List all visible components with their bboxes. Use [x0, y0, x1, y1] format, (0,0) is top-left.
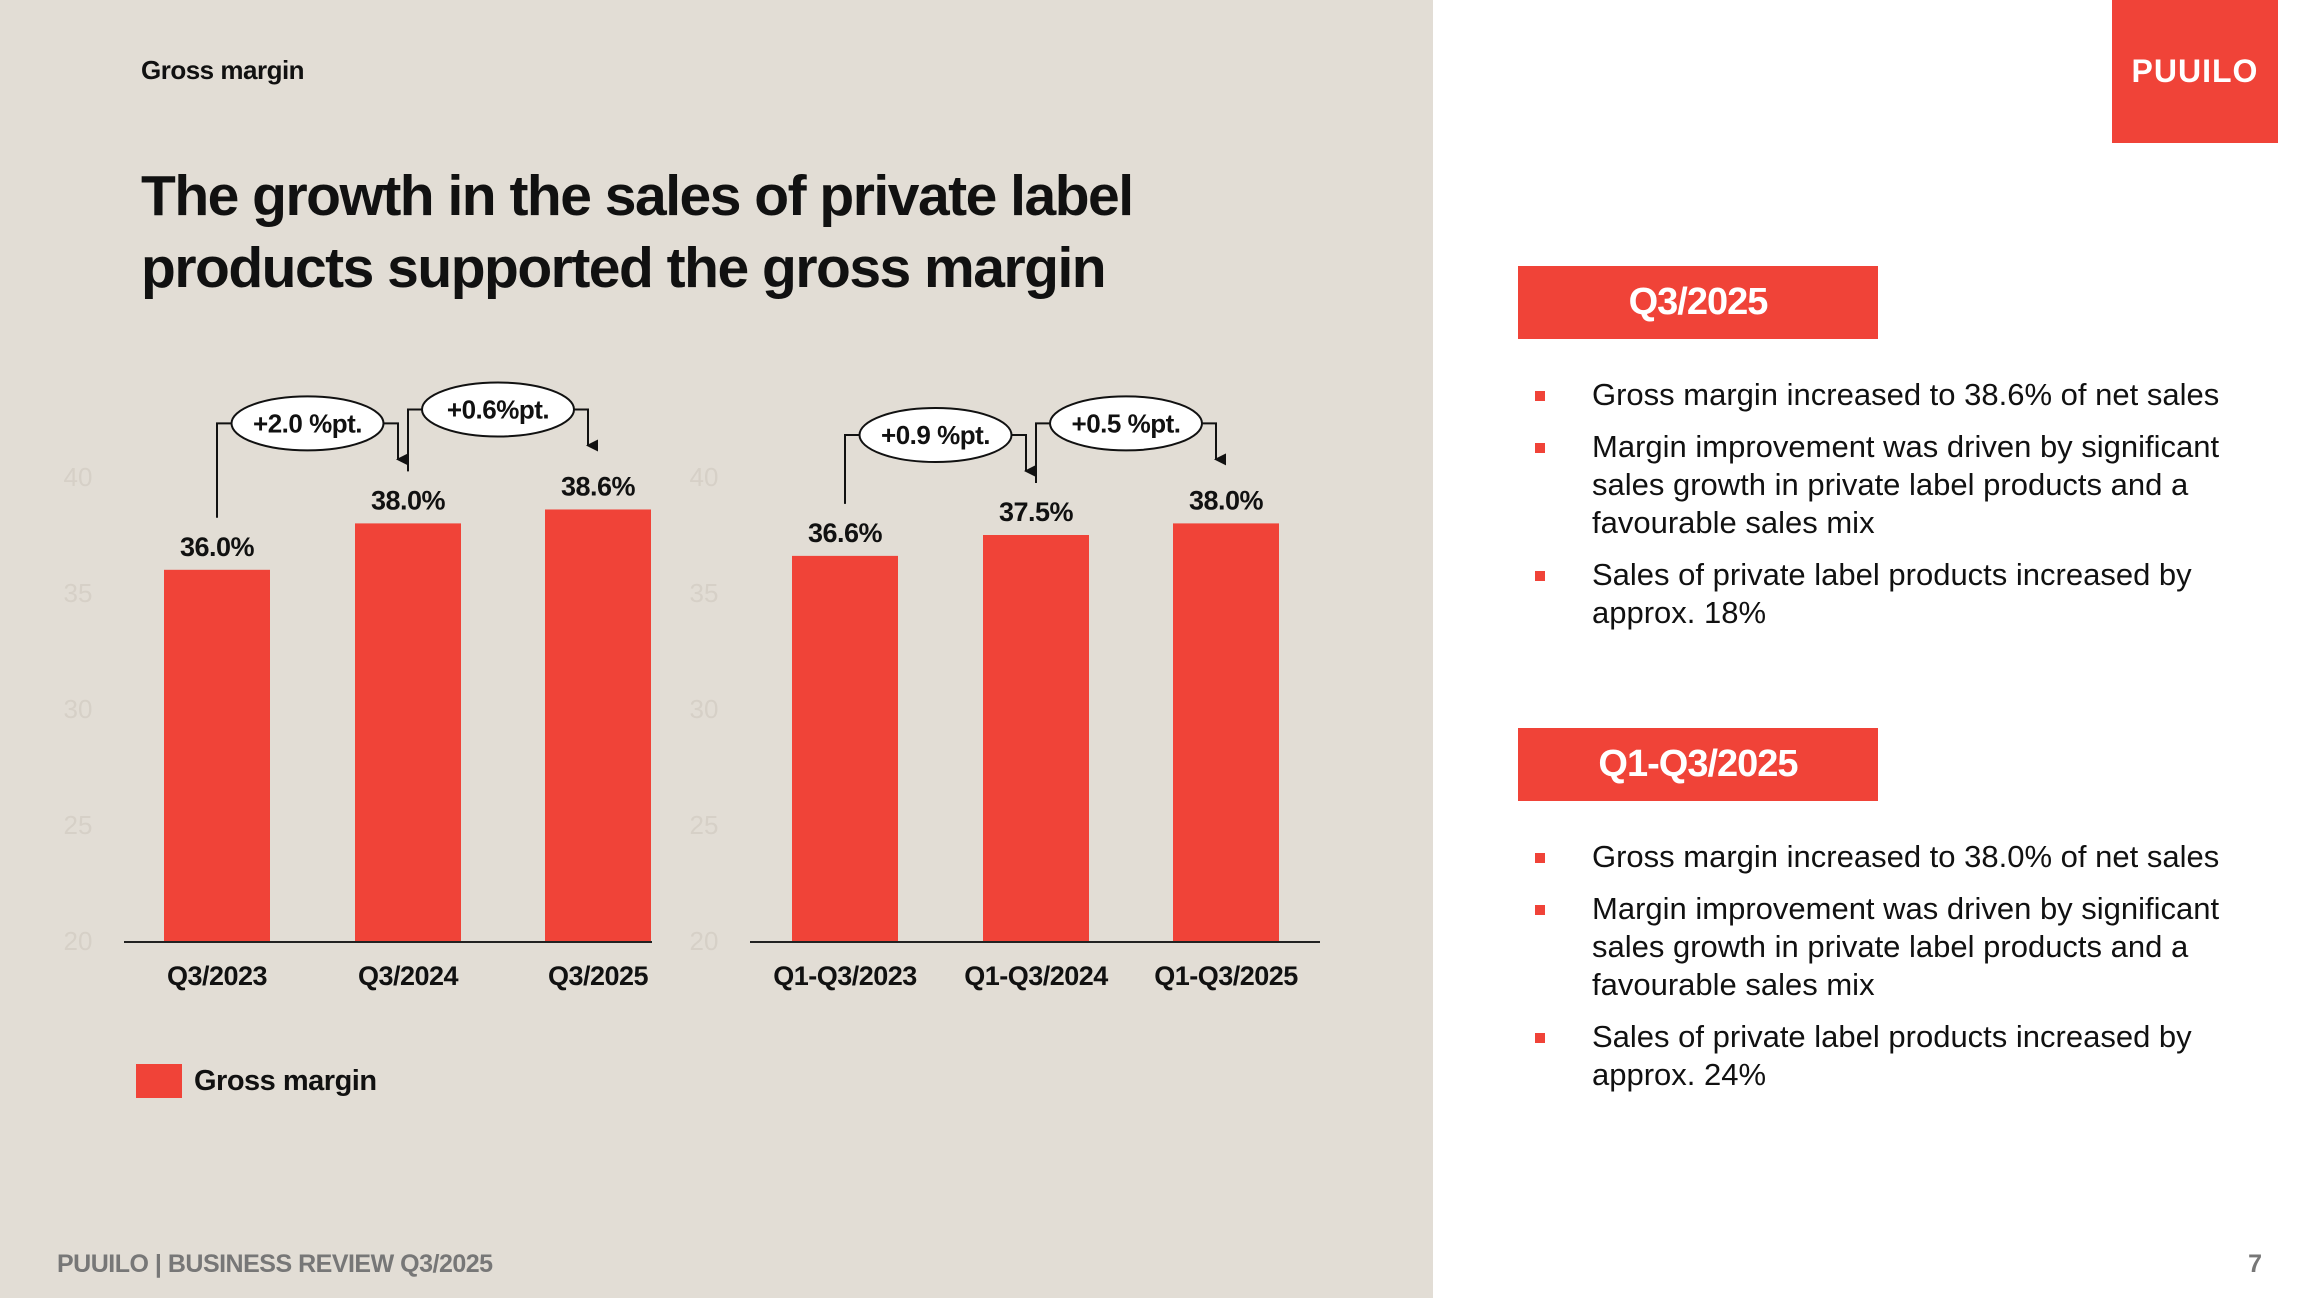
- section-label: Gross margin: [141, 55, 305, 85]
- chart-legend: Gross margin: [136, 1064, 377, 1098]
- bar: [164, 569, 270, 941]
- list-item: Margin improvement was driven by signifi…: [1535, 890, 2255, 1004]
- bullet-text: Gross margin increased to 38.0% of net s…: [1592, 839, 2220, 874]
- y-tick-label: 35: [690, 578, 719, 608]
- brand-logo: PUUILO: [2112, 0, 2278, 143]
- x-tick-label: Q3/2023: [167, 961, 268, 991]
- list-item: Margin improvement was driven by signifi…: [1535, 428, 2255, 542]
- legend-label: Gross margin: [194, 1064, 377, 1097]
- bullet-marker-icon: [1535, 391, 1545, 401]
- bullet-text: Sales of private label products increase…: [1592, 1019, 2192, 1092]
- bullet-text: Gross margin increased to 38.6% of net s…: [1592, 377, 2220, 412]
- list-item: Gross margin increased to 38.0% of net s…: [1535, 838, 2255, 876]
- footer-text: PUUILO | BUSINESS REVIEW Q3/2025: [57, 1250, 493, 1278]
- bullet-marker-icon: [1535, 905, 1545, 915]
- section-header-q3-2025: Q3/2025: [1518, 266, 1878, 339]
- bullet-marker-icon: [1535, 571, 1545, 581]
- list-item: Sales of private label products increase…: [1535, 556, 2255, 632]
- y-tick-label: 20: [64, 926, 93, 956]
- section-header-q1-q3-2025: Q1-Q3/2025: [1518, 728, 1878, 801]
- change-annotation-bubble: [1049, 395, 1203, 452]
- data-label: 38.0%: [371, 485, 446, 515]
- x-tick-label: Q3/2025: [548, 961, 649, 991]
- bullet-list-q1-q3-2025: Gross margin increased to 38.0% of net s…: [1535, 838, 2255, 1108]
- y-tick-label: 30: [64, 694, 93, 724]
- data-label: 37.5%: [999, 497, 1074, 527]
- change-annotation-label: +2.0 %pt.: [253, 408, 362, 438]
- y-tick-label: 35: [64, 578, 93, 608]
- x-tick-label: Q3/2024: [358, 961, 459, 991]
- legend-swatch: [136, 1064, 182, 1098]
- data-label: 38.0%: [1189, 485, 1264, 515]
- bar: [1173, 523, 1279, 941]
- y-tick-label: 20: [690, 926, 719, 956]
- y-tick-label: 30: [690, 694, 719, 724]
- x-tick-label: Q1-Q3/2025: [1154, 961, 1298, 991]
- list-item: Gross margin increased to 38.6% of net s…: [1535, 376, 2255, 414]
- change-annotation-label: +0.6%pt.: [447, 394, 549, 424]
- page-title: The growth in the sales of private label…: [141, 164, 1134, 300]
- bullet-marker-icon: [1535, 443, 1545, 453]
- change-annotation-label: +0.5 %pt.: [1072, 408, 1181, 438]
- x-tick-label: Q1-Q3/2024: [964, 961, 1108, 991]
- bar: [792, 555, 898, 941]
- y-tick-label: 40: [64, 462, 93, 492]
- y-tick-label: 25: [690, 810, 719, 840]
- page-number: 7: [2248, 1250, 2262, 1278]
- bar: [545, 509, 651, 941]
- bar: [983, 535, 1089, 941]
- y-tick-label: 40: [690, 462, 719, 492]
- bullet-marker-icon: [1535, 853, 1545, 863]
- bullet-text: Sales of private label products increase…: [1592, 557, 2192, 630]
- data-label: 38.6%: [561, 471, 636, 501]
- data-label: 36.6%: [808, 518, 883, 548]
- bar: [355, 523, 461, 941]
- bullet-text: Margin improvement was driven by signifi…: [1592, 429, 2220, 540]
- change-annotation-bubble: [230, 395, 385, 452]
- charts-area: 20 25 30 35 40 36.0% Q3/2023 38.0% Q3/2024 38.6% Q…: [64, 381, 1320, 991]
- change-annotation-bubble: [421, 381, 575, 438]
- data-label: 36.0%: [180, 532, 255, 562]
- change-annotation-label: +0.9 %pt.: [881, 420, 990, 450]
- y-tick-label: 25: [64, 810, 93, 840]
- bullet-text: Margin improvement was driven by signifi…: [1592, 891, 2220, 1002]
- logo-text: PUUILO: [2131, 53, 2259, 89]
- x-tick-label: Q1-Q3/2023: [773, 961, 917, 991]
- change-annotation-bubble: [858, 407, 1013, 463]
- bullet-list-q3-2025: Gross margin increased to 38.6% of net s…: [1535, 376, 2255, 646]
- list-item: Sales of private label products increase…: [1535, 1018, 2255, 1094]
- bullet-marker-icon: [1535, 1033, 1545, 1043]
